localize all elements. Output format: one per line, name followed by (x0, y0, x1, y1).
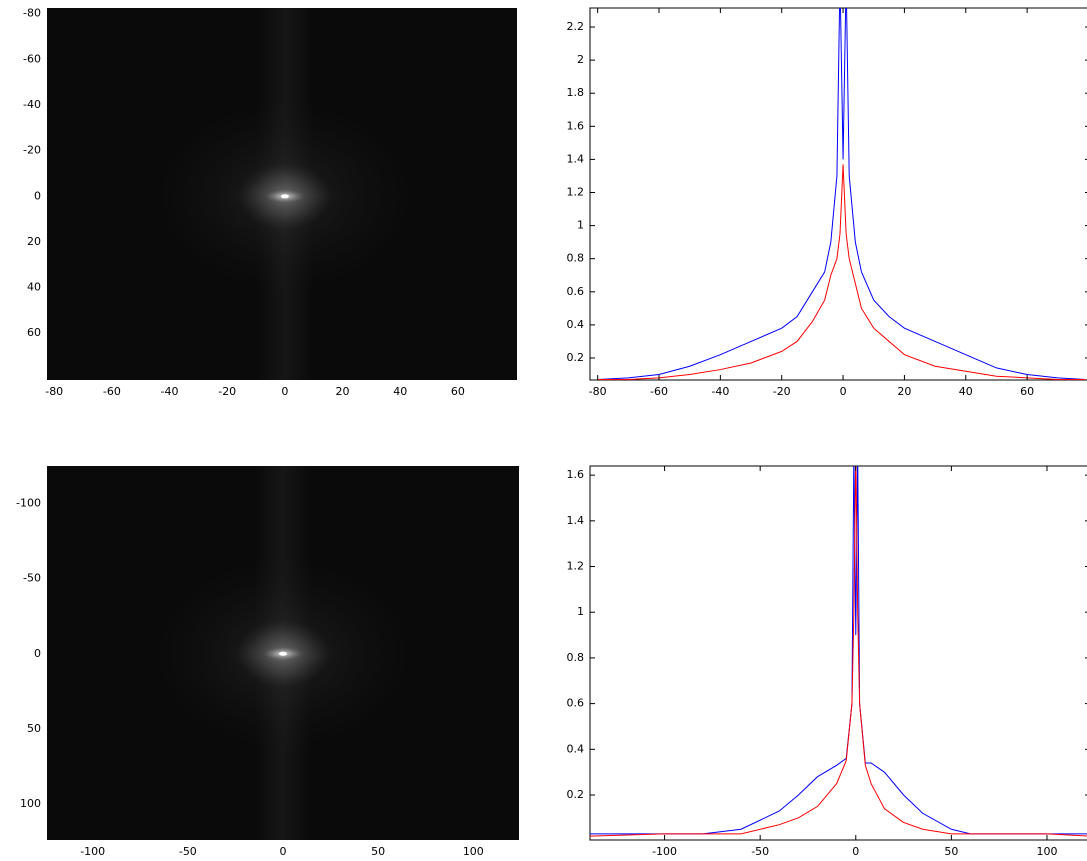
y-tick-label: 1 (577, 605, 584, 618)
panel: -80 -60 -40 -20 0 20 40 60 0.2 0.4 0.6 0.8 1 1.2 1.4 1.… (567, 7, 1087, 398)
x-tick-label: -100 (652, 845, 677, 858)
x-tick-label: 0 (852, 845, 859, 858)
y-tick-label: 1.8 (567, 86, 585, 99)
lines (597, 8, 1086, 380)
x-tick-label: 60 (1020, 385, 1034, 398)
y-tick-label: 0 (34, 189, 41, 202)
y-tick-label: -40 (23, 98, 41, 111)
x-tick-label: 100 (1036, 845, 1057, 858)
y-tick-label: 20 (27, 235, 41, 248)
y-tick-label: 1.4 (567, 514, 585, 527)
x-tick-label: -40 (711, 385, 729, 398)
x-tick-label: -40 (161, 385, 179, 398)
x-tick-label: -60 (650, 385, 668, 398)
x-tick-label: -50 (751, 845, 769, 858)
panel: -100 -50 0 50 100 -100 -50 0 50 100 (16, 466, 519, 858)
y-tick-label: -100 (16, 497, 41, 510)
x-tick-label: 50 (371, 845, 385, 858)
x-tick-label: 20 (336, 385, 350, 398)
x-tick-label: -80 (589, 385, 607, 398)
y-tick-label: 1 (577, 219, 584, 232)
series-line (597, 164, 1086, 380)
x-tick-label: -50 (179, 845, 197, 858)
series-line (590, 466, 1087, 837)
y-tick-label: -80 (23, 7, 41, 20)
y-tick-label: 0.4 (567, 742, 585, 755)
y-tick-label: 0.8 (567, 252, 585, 265)
x-tick-label: -20 (218, 385, 236, 398)
y-tick-label: 0.8 (567, 651, 585, 664)
y-tick-label: 1.2 (567, 186, 585, 199)
y-tick-label: 1.6 (567, 468, 585, 481)
y-tick-label: 50 (27, 722, 41, 735)
y-tick-label: 100 (20, 797, 41, 810)
y-tick-label: -50 (23, 572, 41, 585)
image-content (153, 8, 417, 380)
x-tick-label: 0 (281, 385, 288, 398)
y-tick-label: -60 (23, 52, 41, 65)
x-tick-label: 0 (280, 845, 287, 858)
x-tick-label: 60 (451, 385, 465, 398)
plot-area (589, 465, 1087, 841)
x-tick-label: 40 (393, 385, 407, 398)
y-tick-label: 0.2 (567, 788, 585, 801)
y-tick-label: 1.6 (567, 119, 585, 132)
y-tick-label: 0.2 (567, 351, 585, 364)
x-tick-label: 20 (897, 385, 911, 398)
series-line (590, 466, 1087, 835)
y-tick-label: 1.2 (567, 560, 585, 573)
lines (590, 466, 1087, 837)
image-peak (280, 194, 289, 199)
x-tick-label: 50 (944, 845, 958, 858)
image-content (150, 466, 416, 840)
y-tick-label: -20 (23, 144, 41, 157)
series-line (597, 8, 1086, 380)
y-tick-label: 0.4 (567, 318, 585, 331)
x-tick-label: -100 (80, 845, 105, 858)
x-tick-label: 0 (840, 385, 847, 398)
y-tick-label: 0.6 (567, 285, 585, 298)
y-tick-label: 0.6 (567, 697, 585, 710)
x-tick-label: 40 (959, 385, 973, 398)
image-peak (279, 651, 287, 656)
y-tick-label: 60 (27, 326, 41, 339)
panel: -100 -50 0 50 100 0.2 0.4 0.6 0.8 1 1.2 1.4 1.6 (567, 465, 1087, 858)
y-tick-label: 40 (27, 281, 41, 294)
panel: -80 -60 -40 -20 0 20 40 60 -80 -60 -40 -20 0 20 40 60 (23, 7, 517, 398)
x-tick-label: -60 (103, 385, 121, 398)
y-tick-label: 0 (34, 647, 41, 660)
x-tick-label: 100 (463, 845, 484, 858)
y-tick-label: 1.4 (567, 152, 585, 165)
x-tick-label: -80 (45, 385, 63, 398)
x-tick-label: -20 (773, 385, 791, 398)
y-tick-label: 2 (577, 53, 584, 66)
y-tick-label: 2.2 (567, 20, 585, 33)
